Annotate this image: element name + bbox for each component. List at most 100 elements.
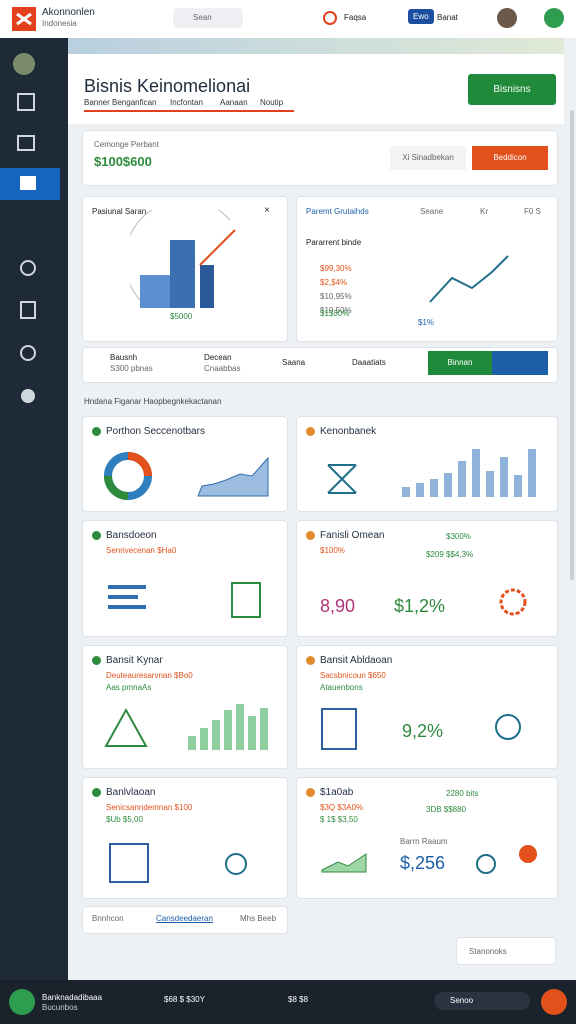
card-icon: [92, 531, 101, 540]
summary-value: $100$600: [94, 154, 152, 169]
card-line: 3DB $$880: [426, 805, 467, 814]
panel-value: $10,95%: [320, 292, 352, 301]
header-button[interactable]: Banat: [437, 13, 458, 22]
badge[interactable]: Ewo: [408, 9, 434, 24]
card-title: $1a0ab: [320, 787, 354, 798]
panel-tab[interactable]: Paremt Grutaihds: [306, 207, 369, 216]
summary-label: Cemonge Perbant: [94, 140, 159, 149]
card: [82, 777, 288, 899]
card-icon: [92, 788, 101, 797]
toolbar-item[interactable]: Decean: [204, 353, 232, 362]
primary-button[interactable]: Beddicon: [472, 146, 548, 170]
ring-icon: [499, 588, 527, 616]
toolbar-item[interactable]: Daaatiats: [352, 358, 386, 367]
user-label[interactable]: Faqsa: [344, 13, 367, 22]
card-line: Senicsanndemnan $100: [106, 803, 193, 812]
footer-tab[interactable]: Bnnhcon: [92, 914, 124, 923]
panel-tab[interactable]: F0 S: [524, 207, 541, 216]
card-line: Deuteauresarvnan $Bo0: [106, 671, 193, 680]
card: [296, 777, 558, 899]
bottom-action[interactable]: [540, 988, 568, 1016]
building-icons: [321, 708, 521, 750]
secondary-button[interactable]: Xi Sinadbekan: [390, 146, 466, 170]
card-title: Bansit Kynar: [106, 655, 163, 666]
toolbar-item[interactable]: Saana: [282, 358, 306, 367]
page-title: Bisnis Keinomelionai: [84, 76, 251, 96]
panel-card: [296, 196, 558, 342]
close-button[interactable]: ×: [264, 205, 270, 216]
card: [296, 520, 558, 637]
list-illustration: [108, 582, 261, 618]
bottom-stat: $68 $ $30Y: [164, 995, 205, 1004]
toolbar-button[interactable]: Binnan: [428, 351, 492, 375]
action-button[interactable]: Bisnisns: [468, 74, 556, 105]
donut-line-chart: [104, 452, 269, 500]
card-line: Aas pmnaAs: [106, 683, 152, 692]
settings-button[interactable]: [543, 7, 565, 29]
banner: [68, 38, 564, 54]
user-icon: [323, 11, 337, 25]
card-line: Sacsbnicoun $650: [320, 671, 386, 680]
toolbar-item[interactable]: Bausnh: [110, 353, 138, 362]
card-big-value: 9,2%: [402, 721, 444, 741]
card-title: Bansdoeon: [106, 530, 157, 541]
search[interactable]: Sean: [173, 8, 243, 28]
footer-tabs: [82, 906, 288, 934]
section-title: Hndana Figanar Haopbegnkekactanan: [84, 397, 222, 406]
app-name: Banknadadibaaa: [42, 993, 103, 1002]
card-big-value: $,256: [400, 853, 446, 873]
card-title: Fanisli Omean: [320, 530, 385, 541]
card-icon: [306, 788, 315, 797]
card-line: $100%: [320, 546, 345, 555]
dropdown[interactable]: Stanonoks: [456, 937, 556, 965]
card-title: Bansit Abldaoan: [320, 655, 393, 666]
footer-tab[interactable]: Mhs Beeb: [240, 914, 277, 923]
card-line: $3Q $3A0%: [320, 803, 364, 812]
tab[interactable]: Noutip: [260, 98, 284, 107]
logo: [12, 7, 36, 31]
panel-tab[interactable]: Seane: [420, 207, 444, 216]
app-sub: Bucunbos: [42, 1003, 78, 1012]
card-big-value: $1,2%: [394, 596, 446, 616]
top-bar: [0, 0, 576, 38]
card-title: Banlvlaoan: [106, 787, 156, 798]
card-note: Barrn Raaum: [400, 837, 448, 846]
card-badge: $300%: [446, 532, 471, 541]
card-icon: [306, 656, 315, 665]
card-badge: 2280 bits: [446, 789, 479, 798]
brand-sub: Indonesia: [42, 19, 77, 28]
card-big-value: 8,90: [320, 596, 356, 616]
avatar[interactable]: [496, 7, 518, 29]
scrollbar[interactable]: [570, 110, 574, 580]
card-line: Senrivecenan $Ha0: [106, 546, 177, 555]
card-icon: [92, 427, 101, 436]
panel-value: $2,$4%: [320, 278, 348, 287]
card-icon: [306, 531, 315, 540]
toolbar-item-sub: Cnaabbas: [204, 364, 241, 373]
card-title: Porthon Seccenotbars: [106, 426, 205, 437]
panel-value: $10,50%: [320, 306, 352, 315]
report-title: Pasiunal Saran: [92, 207, 147, 216]
app-icon[interactable]: [8, 988, 36, 1016]
footer-tab[interactable]: Cansdeedaeran: [156, 914, 213, 923]
report-value: $5000: [170, 312, 193, 321]
report-illustration: [130, 210, 236, 308]
panel-tab[interactable]: Kr: [480, 207, 488, 216]
tab[interactable]: Aanaan: [220, 98, 248, 107]
panel-value: $99,30%: [320, 264, 352, 273]
brand: Akonnonlen: [42, 7, 95, 18]
tab[interactable]: Incfontan: [170, 98, 203, 107]
card-icon: [92, 656, 101, 665]
card-line: Atauenbons: [320, 683, 363, 692]
card-line: $209 $$4,3%: [426, 550, 474, 559]
bar-chart-illustration: [327, 449, 536, 497]
card-line: $ 1$ $3,50: [320, 815, 358, 824]
building-link-icons: [109, 843, 247, 883]
toolbar-item-sub: S300 pbnas: [110, 364, 153, 373]
sidebar-icons[interactable]: [0, 38, 68, 438]
toolbar-button-extra[interactable]: [492, 351, 548, 375]
bottom-search[interactable]: Senoo: [434, 992, 530, 1010]
tab[interactable]: Banner Benganfican: [84, 98, 157, 107]
bottom-stat: $8 $8: [288, 995, 309, 1004]
